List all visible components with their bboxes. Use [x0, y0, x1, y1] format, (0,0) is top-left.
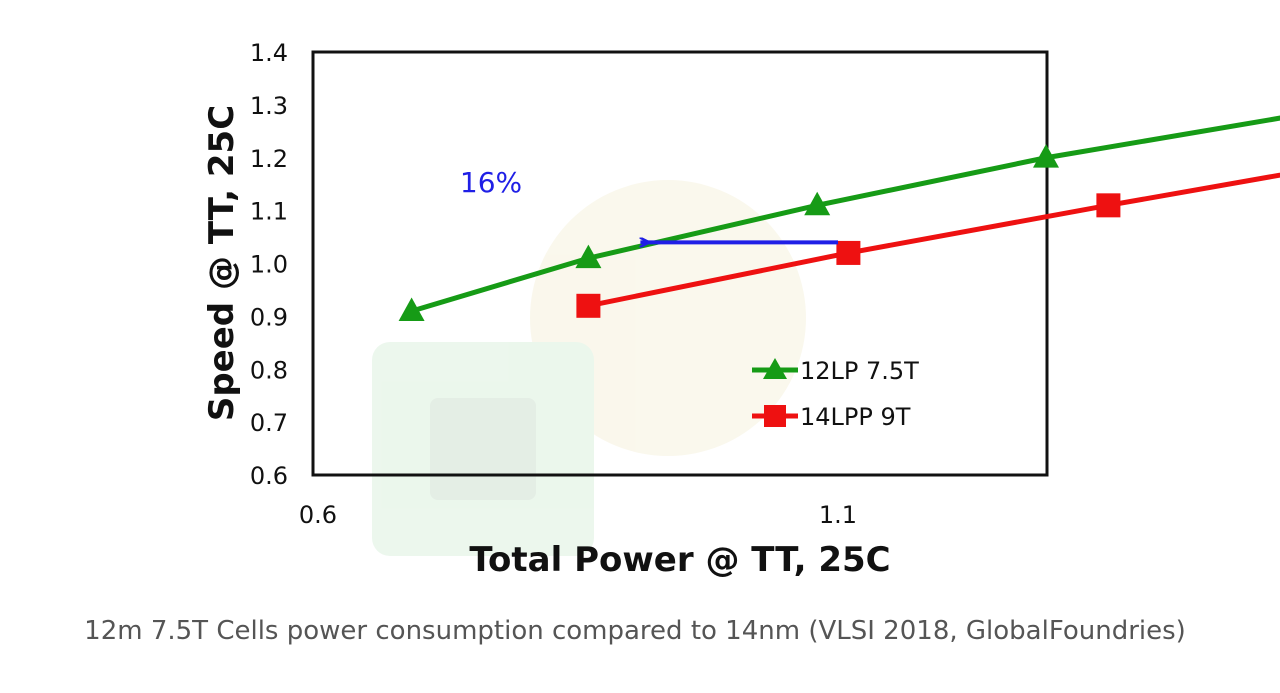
plot-frame	[311, 50, 1049, 477]
data-point-triangle	[575, 244, 602, 269]
legend-marker-triangle	[763, 358, 787, 379]
annotation-label: 16%	[460, 166, 522, 199]
y-tick-label: 0.6	[250, 462, 288, 490]
legend-marker-square	[764, 405, 786, 427]
data-point-square	[576, 293, 601, 318]
x-axis-title: Total Power @ TT, 25C	[469, 540, 890, 580]
data-point-triangle	[804, 191, 831, 216]
y-tick-label: 1.3	[250, 92, 288, 120]
watermark	[372, 180, 806, 556]
x-tick-label: 0.6	[299, 501, 337, 529]
y-tick-label: 1.0	[250, 251, 288, 279]
x-tick-label: 1.1	[819, 501, 857, 529]
y-axis-title: Speed @ TT, 25C	[202, 105, 242, 421]
data-point-square	[1096, 193, 1121, 218]
y-tick-label: 1.4	[250, 39, 288, 67]
data-point-triangle	[1033, 144, 1059, 168]
y-tick-label: 0.8	[250, 356, 288, 384]
data-point-square	[836, 240, 861, 265]
y-tick-label: 0.7	[250, 409, 288, 437]
data-point-triangle	[398, 297, 425, 321]
legend-label: 14LPP 9T	[800, 403, 911, 431]
legend-label: 12LP 7.5T	[800, 357, 919, 385]
y-tick-label: 0.9	[250, 303, 288, 331]
y-tick-label: 1.1	[250, 198, 288, 226]
chart: 0.60.70.80.91.01.11.21.31.4 0.61.11.6 16…	[202, 39, 1280, 580]
legend: 12LP 7.5T 14LPP 9T	[752, 357, 919, 431]
y-tick-label: 1.2	[250, 145, 288, 173]
figure-caption: 12m 7.5T Cells power consumption compare…	[84, 616, 1186, 646]
